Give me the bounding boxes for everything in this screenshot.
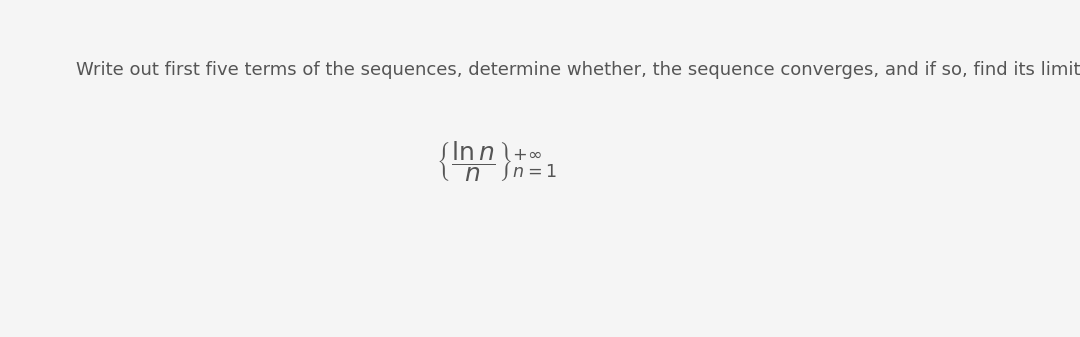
Text: $\left\{\dfrac{\ln n}{n}\right\}_{n=1}^{+\infty}$: $\left\{\dfrac{\ln n}{n}\right\}_{n=1}^{… — [436, 140, 557, 184]
Text: Write out first five terms of the sequences, determine whether, the sequence con: Write out first five terms of the sequen… — [76, 61, 1080, 79]
